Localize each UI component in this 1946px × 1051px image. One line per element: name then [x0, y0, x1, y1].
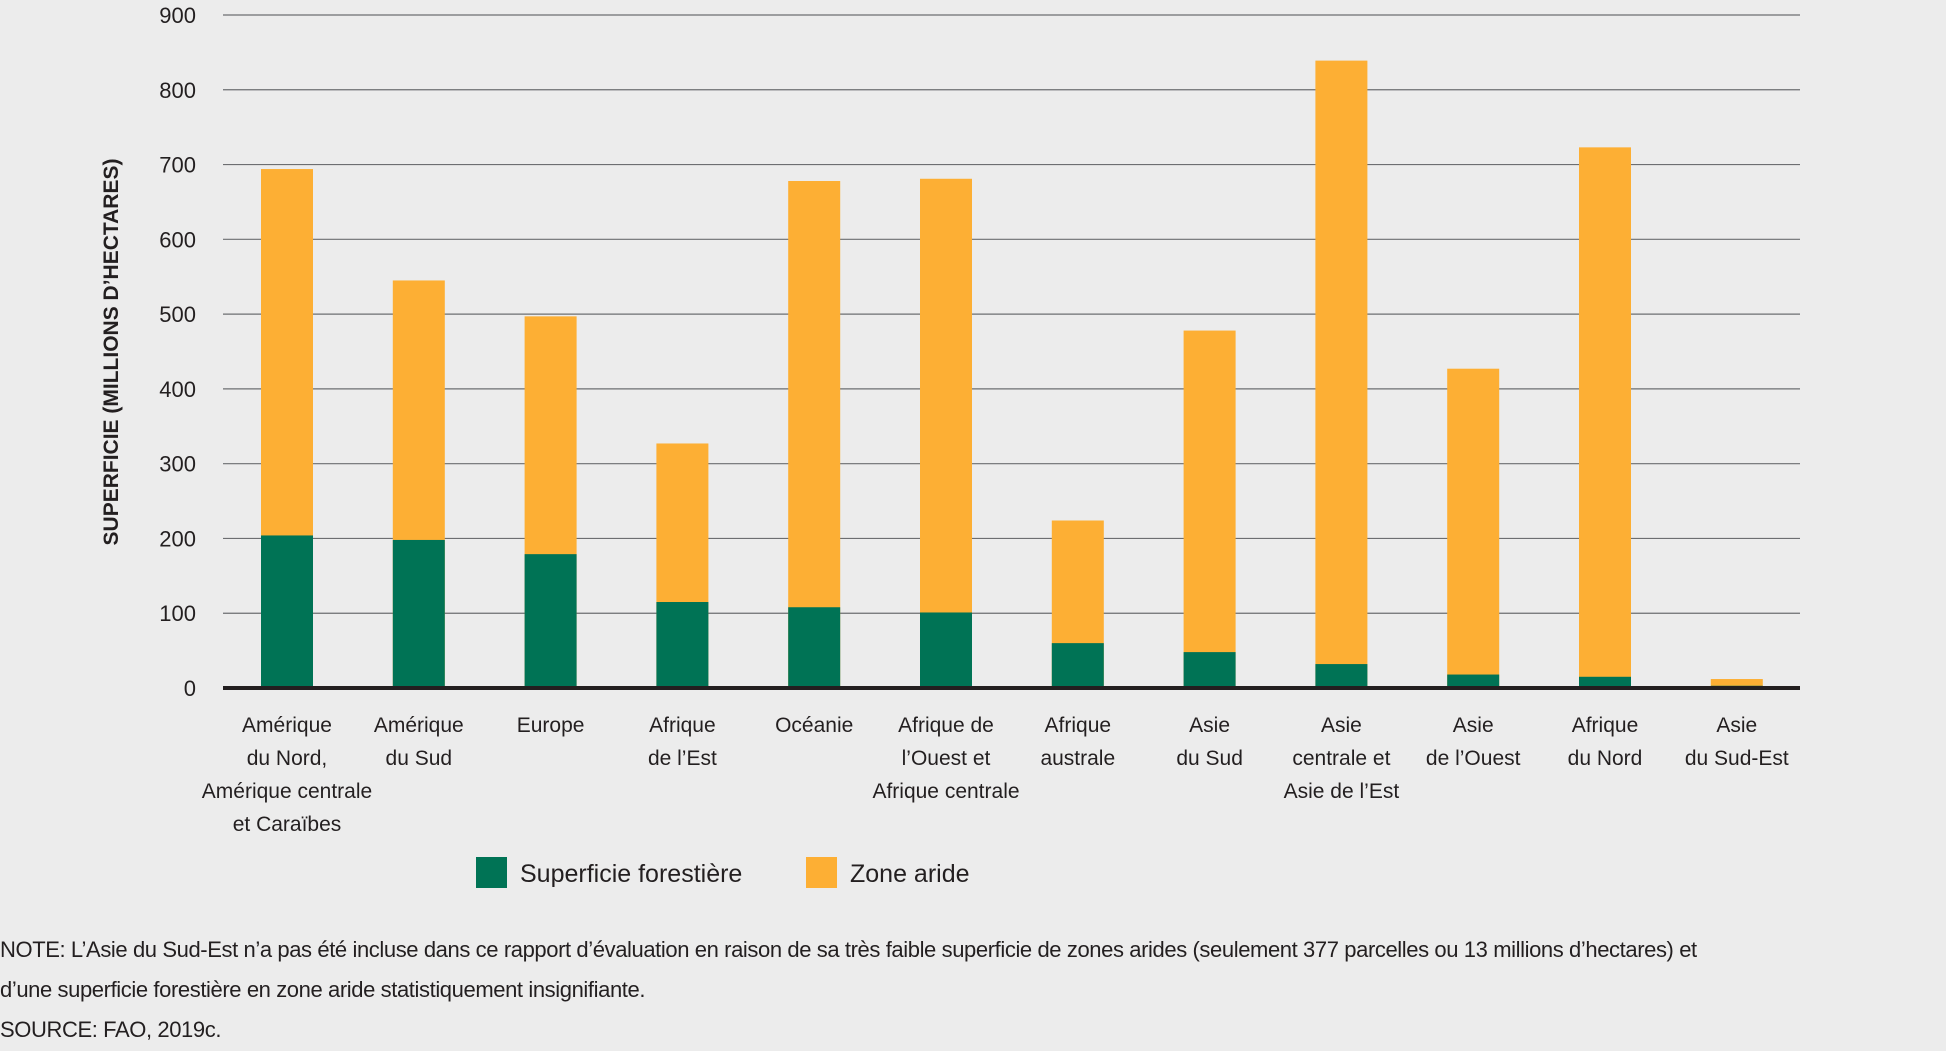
bar-zone-aride: [1315, 60, 1368, 689]
bar-zone-aride: [788, 181, 841, 689]
legend-swatch: [476, 857, 507, 888]
bar-superficie-forestiere: [1183, 652, 1236, 688]
bar-zone-aride: [1710, 679, 1763, 688]
x-tick-label: Asie: [1453, 714, 1494, 737]
x-tick-label: du Nord,: [247, 747, 328, 770]
x-tick-label: de l’Ouest: [1426, 747, 1521, 770]
stacked-bar-chart: 0 100 200 300 400 500 600 700 800 900 SUPERFICIE (…: [100, 3, 1800, 888]
x-tick-label: Afrique de: [898, 714, 994, 737]
x-tick-label: Amérique centrale: [202, 780, 372, 803]
x-tick-label: Afrique: [1045, 714, 1112, 737]
y-tick-label: 800: [159, 78, 196, 103]
y-tick-label: 900: [159, 3, 196, 28]
y-tick-label: 300: [159, 452, 196, 477]
y-tick-label: 600: [159, 227, 196, 252]
x-tick-label: du Sud-Est: [1685, 747, 1789, 770]
bar-superficie-forestiere: [1315, 664, 1368, 688]
x-tick-label: l’Ouest et: [902, 747, 991, 770]
x-tick-label: Asie: [1189, 714, 1230, 737]
y-tick-label: 700: [159, 153, 196, 178]
legend-label: Superficie forestière: [520, 860, 742, 888]
bar-superficie-forestiere: [1051, 643, 1104, 688]
x-tick-label: de l’Est: [648, 747, 717, 770]
x-tick-label: Europe: [517, 714, 585, 737]
bar-superficie-forestiere: [1447, 674, 1500, 688]
bar-superficie-forestiere: [261, 535, 313, 688]
x-tick-label: Amérique: [242, 714, 332, 737]
x-tick-label: Afrique: [649, 714, 716, 737]
x-tick-label: Amérique: [374, 714, 464, 737]
bar-superficie-forestiere: [392, 539, 445, 688]
bar-zone-aride: [1183, 330, 1236, 688]
x-tick-label: Afrique: [1572, 714, 1639, 737]
y-tick-label: 200: [159, 526, 196, 551]
bar-superficie-forestiere: [788, 607, 841, 688]
y-axis-label: SUPERFICIE (MILLIONS D’HECTARES): [100, 159, 123, 546]
bar-superficie-forestiere: [920, 612, 972, 688]
x-tick-label: Océanie: [775, 714, 853, 737]
x-tick-label: Asie: [1716, 714, 1757, 737]
x-tick-label: Asie: [1321, 714, 1362, 737]
bar-superficie-forestiere: [656, 602, 709, 688]
bar-zone-aride: [1579, 147, 1631, 688]
bar-superficie-forestiere: [1579, 676, 1631, 688]
bar-superficie-forestiere: [524, 554, 577, 688]
x-tick-label: Afrique centrale: [872, 780, 1019, 803]
x-tick-label: du Sud: [1176, 747, 1243, 770]
x-tick-label: du Sud: [386, 747, 453, 770]
source: SOURCE: FAO, 2019c.: [0, 1017, 222, 1042]
y-tick-label: 400: [159, 377, 196, 402]
legend-label: Zone aride: [850, 860, 970, 888]
y-tick-label: 100: [159, 601, 196, 626]
notes: NOTE: L’Asie du Sud-Est n’a pas été incl…: [0, 930, 1946, 1050]
x-tick-label: et Caraïbes: [233, 813, 342, 836]
bar-zone-aride: [1447, 368, 1500, 688]
x-tick-label: centrale et: [1292, 747, 1390, 770]
y-tick-label: 0: [184, 676, 196, 701]
legend-swatch: [806, 857, 837, 888]
x-tick-label: australe: [1040, 747, 1115, 770]
bar-zone-aride: [920, 178, 972, 688]
note-line-1: NOTE: L’Asie du Sud-Est n’a pas été incl…: [0, 937, 1697, 962]
x-tick-label: du Nord: [1568, 747, 1643, 770]
x-tick-label: Asie de l’Est: [1284, 780, 1400, 803]
note-line-2: d’une superficie forestière en zone arid…: [0, 977, 646, 1002]
y-tick-label: 500: [159, 302, 196, 327]
